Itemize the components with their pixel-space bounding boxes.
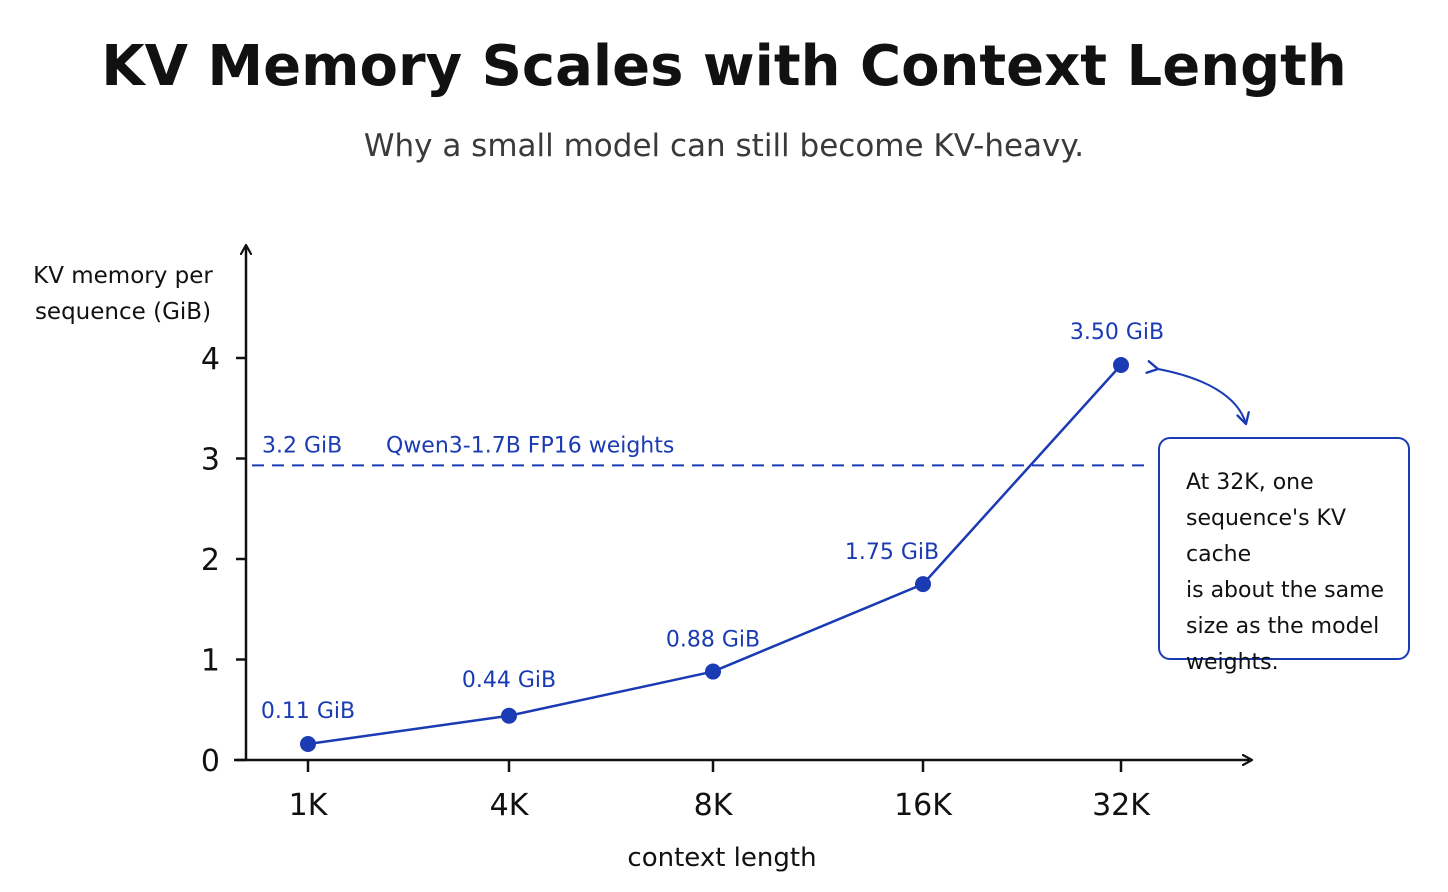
data-point bbox=[1113, 357, 1129, 373]
data-labels: 0.11 GiB 0.44 GiB 0.88 GiB 1.75 GiB 3.50 GiB bbox=[261, 320, 1164, 724]
x-tick-label: 4K bbox=[490, 788, 530, 823]
y-axis-label: KV memory per sequence (GiB) bbox=[33, 263, 213, 325]
annotation-line: At 32K, one bbox=[1186, 470, 1314, 495]
data-point bbox=[501, 707, 517, 724]
data-label: 1.75 GiB bbox=[845, 540, 939, 565]
x-axis-label: context length bbox=[627, 843, 816, 873]
y-ticks: 0 1 2 3 4 bbox=[201, 342, 246, 779]
x-ticks: 1K 4K 8K 16K 32K bbox=[289, 760, 1151, 823]
reference-line-label: Qwen3-1.7B FP16 weights bbox=[386, 433, 674, 458]
annotation-line: weights. bbox=[1186, 650, 1279, 675]
data-label: 0.44 GiB bbox=[462, 668, 556, 693]
series-line bbox=[307, 364, 1122, 746]
y-tick-label: 4 bbox=[201, 342, 220, 377]
annotation-text: At 32K, one sequence's KV cache is about t… bbox=[1186, 465, 1396, 681]
y-tick-label: 0 bbox=[201, 744, 220, 779]
data-points bbox=[300, 357, 1129, 752]
chart-title: KV Memory Scales with Context Length bbox=[101, 34, 1347, 99]
annotation-line: is about the same bbox=[1186, 578, 1385, 603]
data-label: 0.11 GiB bbox=[261, 699, 355, 724]
data-label: 3.50 GiB bbox=[1070, 320, 1164, 345]
data-point bbox=[300, 736, 316, 752]
data-point bbox=[915, 576, 931, 593]
chart-subtitle: Why a small model can still become KV-he… bbox=[363, 128, 1085, 164]
x-tick-label: 1K bbox=[289, 788, 329, 823]
y-tick-label: 1 bbox=[201, 644, 220, 679]
annotation-box: At 32K, one sequence's KV cache is about t… bbox=[1158, 437, 1410, 675]
x-tick-label: 8K bbox=[694, 788, 734, 823]
x-tick-label: 32K bbox=[1092, 788, 1151, 823]
data-point bbox=[705, 663, 721, 680]
y-tick-label: 2 bbox=[201, 543, 220, 578]
annotation-line: sequence's KV cache bbox=[1186, 506, 1346, 567]
reference-value-label: 3.2 GiB bbox=[262, 433, 342, 458]
y-tick-label: 3 bbox=[201, 443, 220, 478]
data-label: 0.88 GiB bbox=[666, 628, 760, 653]
annotation-line: size as the model bbox=[1186, 614, 1380, 639]
annotation-arrow bbox=[1145, 360, 1250, 426]
x-tick-label: 16K bbox=[894, 788, 953, 823]
